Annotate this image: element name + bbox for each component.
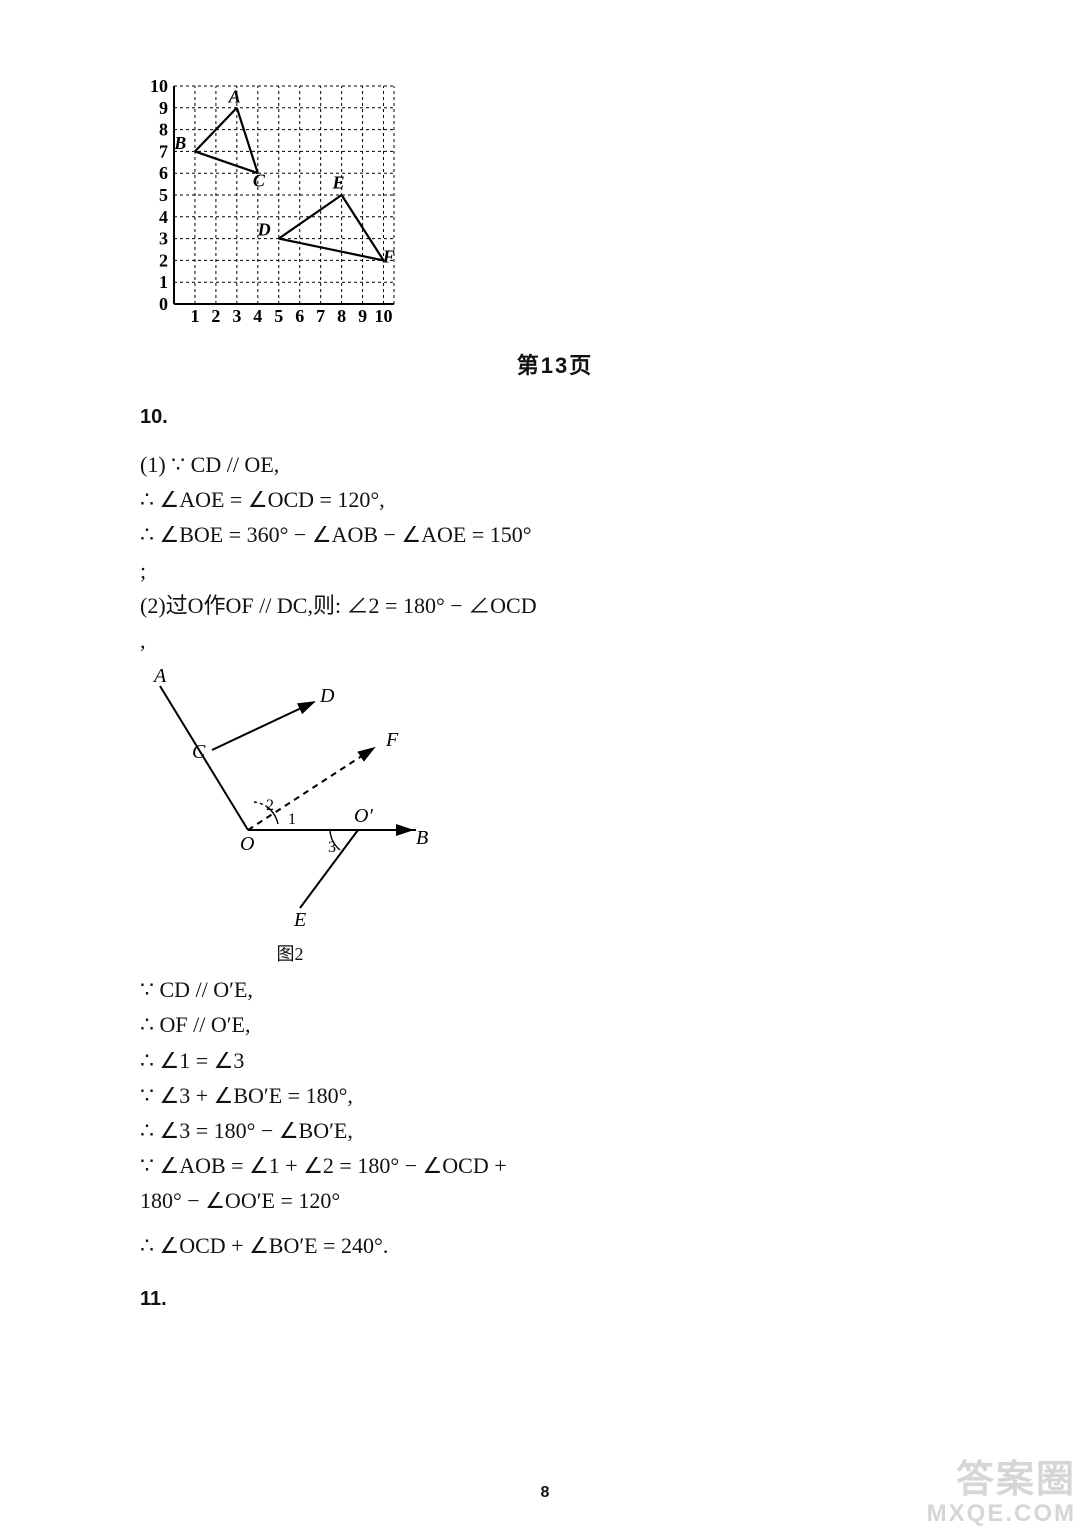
svg-text:O: O <box>240 833 254 855</box>
svg-text:0: 0 <box>159 294 168 314</box>
proof-line: (2)过O作OF // DC,则: ∠2 = 180° − ∠OCD <box>140 588 660 623</box>
svg-text:1: 1 <box>190 306 199 326</box>
proof-line: ∴ OF // O′E, <box>140 1007 660 1042</box>
proof-line: (1) ∵ CD // OE, <box>140 447 660 482</box>
svg-text:3: 3 <box>328 839 336 856</box>
svg-text:B: B <box>416 827 428 849</box>
svg-text:D: D <box>257 219 271 239</box>
svg-text:F: F <box>382 247 395 267</box>
diagram-caption: 图2 <box>140 940 440 966</box>
proof-10-part1: (1) ∵ CD // OE, ∴ ∠AOE = ∠OCD = 120°, ∴ … <box>140 447 660 658</box>
svg-text:O′: O′ <box>354 805 373 827</box>
svg-text:A: A <box>152 665 167 687</box>
svg-text:8: 8 <box>159 120 168 140</box>
proof-line: ∵ ∠AOB = ∠1 + ∠2 = 180° − ∠OCD + <box>140 1148 660 1183</box>
svg-text:C: C <box>192 741 206 763</box>
svg-text:9: 9 <box>159 98 168 118</box>
svg-text:7: 7 <box>316 306 325 326</box>
svg-text:C: C <box>253 170 266 190</box>
svg-text:E: E <box>293 909 306 931</box>
proof-line: ∵ ∠3 + ∠BO′E = 180°, <box>140 1078 660 1113</box>
question-10-number: 10. <box>140 406 970 429</box>
proof-line: 180° − ∠OO′E = 120° <box>140 1183 660 1218</box>
svg-text:B: B <box>173 133 186 153</box>
question-11-number: 11. <box>140 1288 970 1311</box>
svg-text:10: 10 <box>150 80 168 96</box>
svg-text:D: D <box>319 685 335 707</box>
svg-text:2: 2 <box>159 250 168 270</box>
svg-text:6: 6 <box>159 163 168 183</box>
svg-text:10: 10 <box>375 306 393 326</box>
svg-text:4: 4 <box>253 306 262 326</box>
svg-text:3: 3 <box>159 229 168 249</box>
svg-text:5: 5 <box>159 185 168 205</box>
proof-line: ∴ ∠OCD + ∠BO′E = 240°. <box>140 1228 660 1263</box>
svg-text:6: 6 <box>295 306 304 326</box>
svg-text:2: 2 <box>211 306 220 326</box>
svg-text:3: 3 <box>232 306 241 326</box>
watermark-line2: MXQE.COM <box>927 1501 1076 1526</box>
svg-text:E: E <box>331 172 344 192</box>
svg-text:7: 7 <box>159 141 168 161</box>
svg-text:8: 8 <box>337 306 346 326</box>
watermark-line1: 答案圈 <box>927 1461 1076 1501</box>
svg-text:F: F <box>385 729 399 751</box>
grid-chart: 12345678910012345678910ABCDEF <box>140 80 400 330</box>
svg-text:1: 1 <box>159 272 168 292</box>
proof-line: ∴ ∠3 = 180° − ∠BO′E, <box>140 1113 660 1148</box>
page-title: 第13页 <box>140 348 970 380</box>
proof-line: ∵ CD // O′E, <box>140 972 660 1007</box>
svg-text:A: A <box>228 86 241 106</box>
proof-line: ∴ ∠AOE = ∠OCD = 120°, <box>140 482 660 517</box>
proof-line: ∴ ∠BOE = 360° − ∠AOB − ∠AOE = 150° <box>140 517 660 552</box>
proof-line: , <box>140 623 660 658</box>
svg-text:2: 2 <box>266 797 274 814</box>
watermark: 答案圈 MXQE.COM <box>927 1461 1076 1526</box>
svg-text:9: 9 <box>358 306 367 326</box>
page: 12345678910012345678910ABCDEF 第13页 10. (… <box>0 0 1090 1536</box>
proof-line: ; <box>140 553 660 588</box>
geometry-diagram: A C O D F O′ B E 12 3 <box>140 664 440 944</box>
proof-line: ∴ ∠1 = ∠3 <box>140 1043 660 1078</box>
proof-10-part2: ∵ CD // O′E, ∴ OF // O′E, ∴ ∠1 = ∠3 ∵ ∠3… <box>140 972 660 1264</box>
svg-text:1: 1 <box>288 811 296 828</box>
svg-text:5: 5 <box>274 306 283 326</box>
svg-text:4: 4 <box>159 207 168 227</box>
